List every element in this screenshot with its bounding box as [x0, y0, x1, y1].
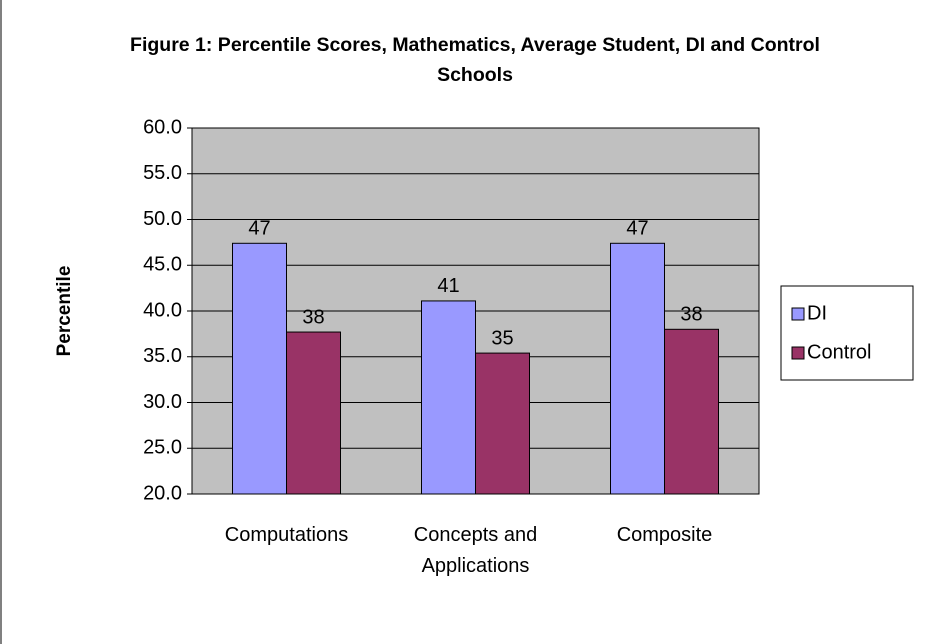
legend-swatch: [791, 346, 805, 360]
y-tick-label: 55.0: [143, 162, 182, 184]
y-tick-label: 40.0: [143, 299, 182, 321]
value-label: 41: [437, 275, 459, 297]
value-label: 35: [491, 327, 513, 349]
y-tick-label: 50.0: [143, 208, 182, 230]
bar: [232, 242, 287, 495]
bar: [421, 300, 476, 495]
value-label: 47: [626, 218, 648, 240]
y-tick-label: 35.0: [143, 345, 182, 367]
value-label: 47: [248, 218, 270, 240]
chart-title: Figure 1: Percentile Scores, Mathematics…: [130, 34, 820, 86]
x-tick-label: Concepts and Applications: [413, 524, 538, 577]
x-tick-label: Computations: [224, 524, 349, 546]
bar: [475, 352, 530, 495]
bar: [664, 328, 719, 495]
y-tick-label: 20.0: [143, 482, 182, 504]
legend-label: Control: [807, 341, 871, 363]
x-tick-label: Composite: [616, 524, 713, 546]
bar: [610, 242, 665, 495]
value-label: 38: [680, 304, 702, 326]
y-tick-label: 60.0: [143, 116, 182, 138]
y-tick-label: 25.0: [143, 437, 182, 459]
legend-label: DI: [807, 302, 827, 324]
bar: [286, 331, 341, 495]
legend-box: [780, 285, 914, 381]
legend-swatch: [791, 307, 805, 321]
y-tick-label: 45.0: [143, 254, 182, 276]
y-tick-label: 30.0: [143, 391, 182, 413]
value-label: 38: [302, 306, 324, 328]
y-axis-title: Percentile: [54, 266, 75, 357]
